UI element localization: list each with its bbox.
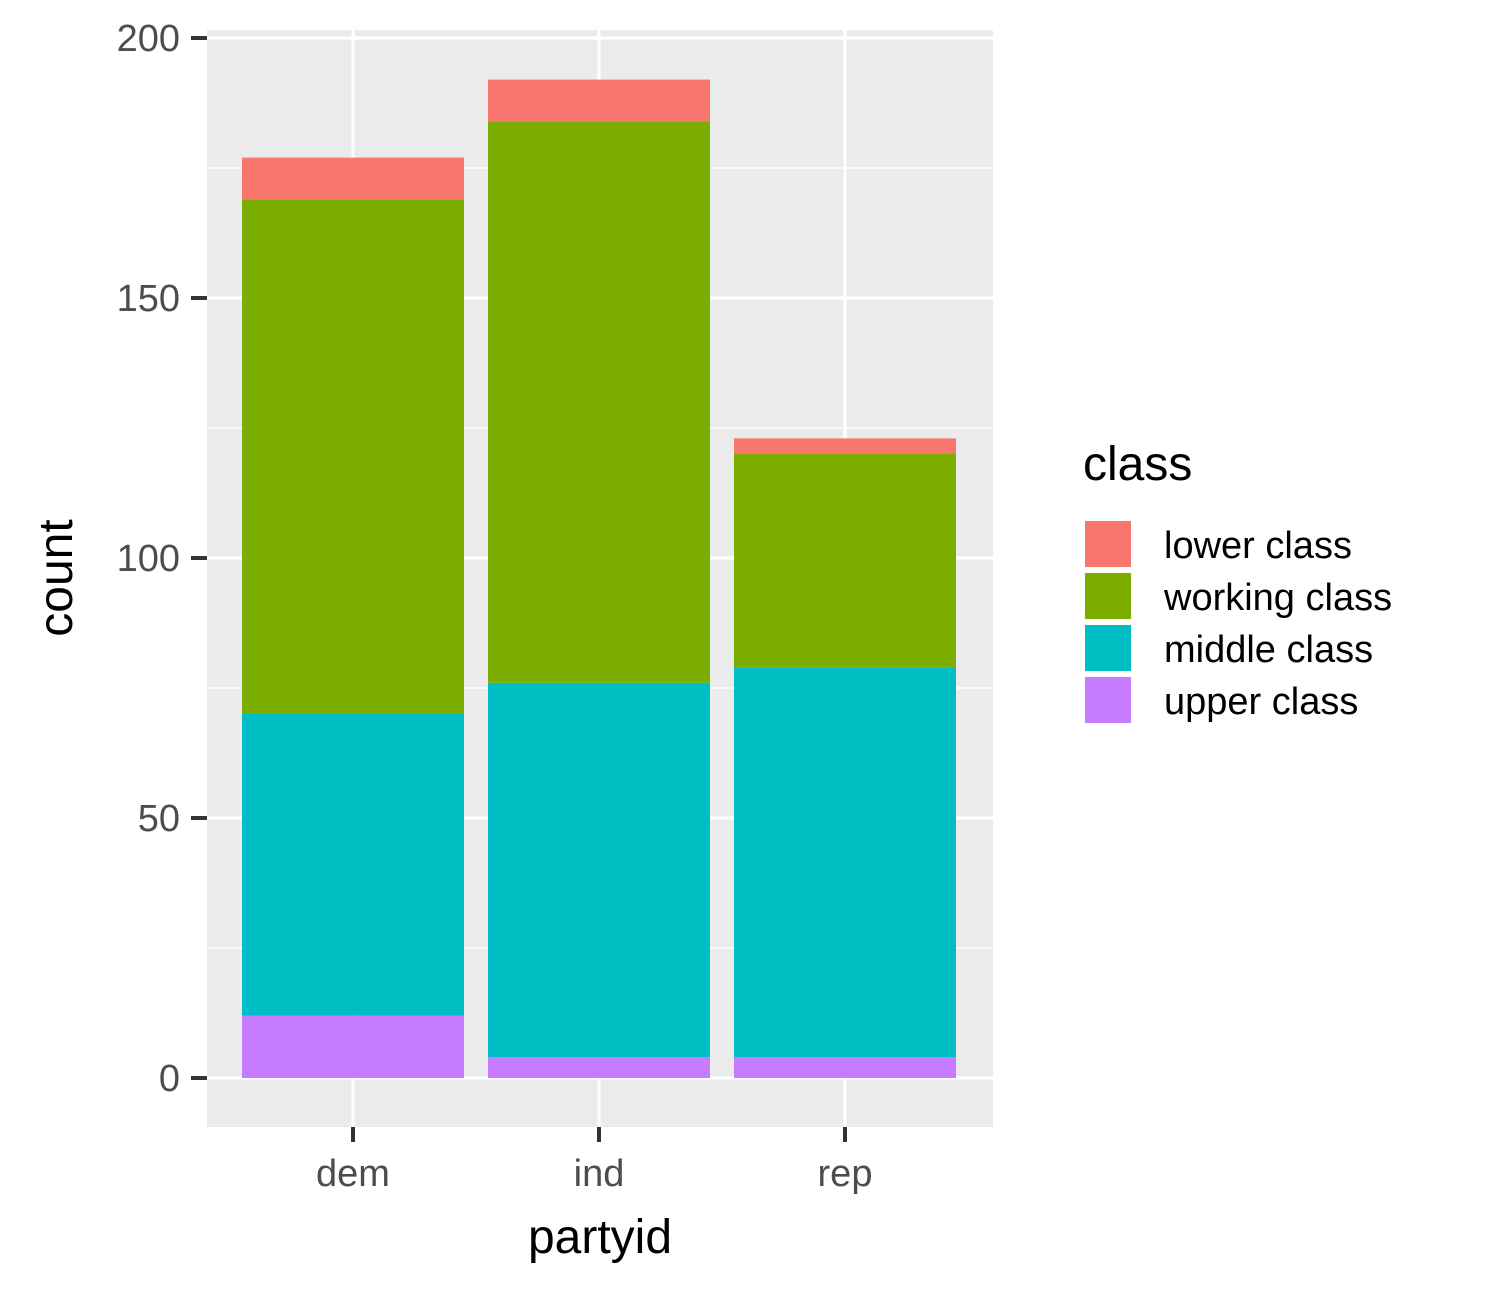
y-axis-title: count xyxy=(30,519,83,636)
legend: class lower class working class middle cla… xyxy=(1083,438,1392,725)
y-tick-label: 0 xyxy=(159,1058,180,1100)
bar-rep-upper-class xyxy=(734,1057,956,1078)
y-axis: 0 50 100 150 200 xyxy=(117,18,207,1100)
legend-key-working-class xyxy=(1085,573,1131,619)
y-tick-label: 100 xyxy=(117,538,180,580)
x-axis: dem ind rep xyxy=(316,1127,872,1195)
bar-dem-upper-class xyxy=(242,1015,464,1078)
legend-title: class xyxy=(1083,438,1192,491)
x-tick-label: ind xyxy=(574,1153,625,1195)
bar-dem-middle-class xyxy=(242,714,464,1016)
x-tick-label: dem xyxy=(316,1153,390,1195)
bar-dem-working-class xyxy=(242,199,464,714)
legend-key-middle-class xyxy=(1085,625,1131,671)
x-tick-label: rep xyxy=(818,1153,873,1195)
legend-key-lower-class xyxy=(1085,521,1131,567)
bar-dem-lower-class xyxy=(242,157,464,200)
legend-key-upper-class xyxy=(1085,677,1131,723)
legend-label: working class xyxy=(1163,577,1392,619)
y-tick-label: 150 xyxy=(117,278,180,320)
x-axis-title: partyid xyxy=(528,1211,672,1264)
bar-ind-upper-class xyxy=(488,1057,710,1078)
bar-rep-working-class xyxy=(734,454,956,668)
bars xyxy=(242,79,956,1078)
bar-rep-middle-class xyxy=(734,667,956,1058)
legend-label: lower class xyxy=(1164,525,1352,567)
bar-rep-lower-class xyxy=(734,438,956,454)
legend-label: upper class xyxy=(1164,681,1358,723)
bar-ind-working-class xyxy=(488,121,710,683)
y-tick-label: 50 xyxy=(138,798,180,840)
bar-ind-lower-class xyxy=(488,79,710,122)
bar-ind-middle-class xyxy=(488,682,710,1058)
legend-label: middle class xyxy=(1164,629,1373,671)
y-tick-label: 200 xyxy=(117,18,180,60)
